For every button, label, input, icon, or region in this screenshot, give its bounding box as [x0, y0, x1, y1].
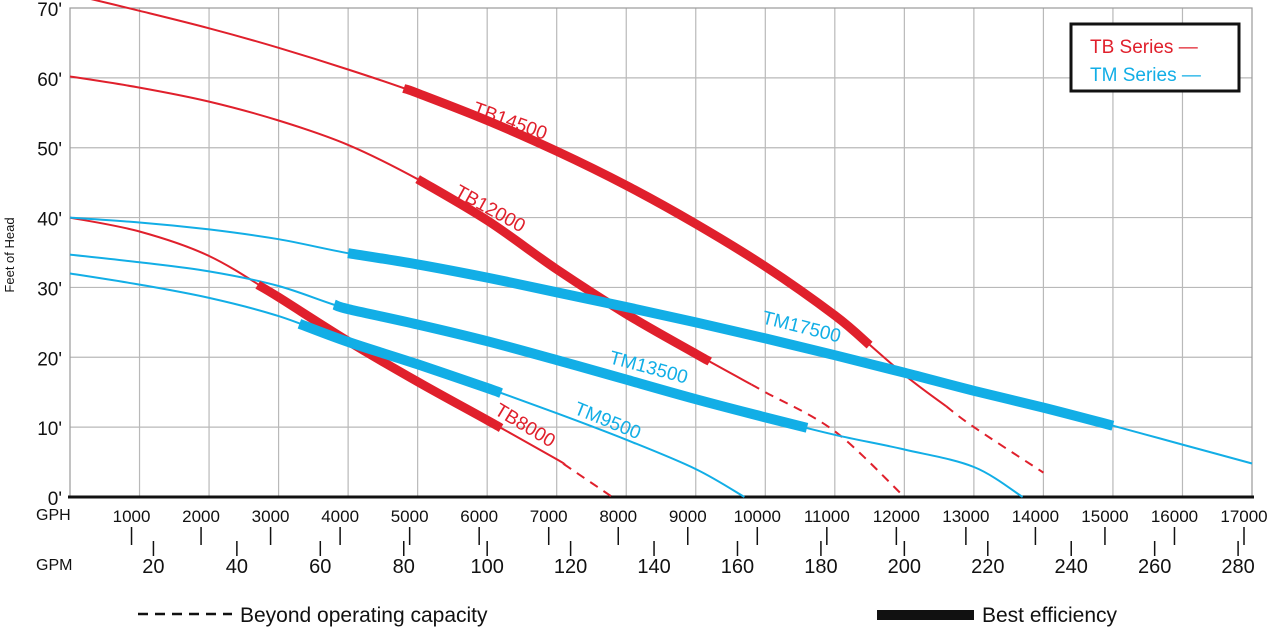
gph-tick-label: 8000	[599, 507, 637, 526]
gph-tick-label: 3000	[252, 507, 290, 526]
gpm-axis: GPM 20 40 60 80 100 120 140 160 180 200 220 240 260 2…	[36, 541, 1255, 578]
curves-best-efficiency	[255, 84, 1115, 433]
series-label-tb14500: TB14500	[470, 99, 550, 145]
gpm-unit-label: GPM	[36, 557, 72, 574]
y-tick-label: 0'	[48, 489, 62, 510]
gpm-tick-label: 180	[804, 556, 837, 578]
gpm-tick-label: 240	[1055, 556, 1088, 578]
gph-tick-label: 5000	[391, 507, 429, 526]
gpm-tick-label: 280	[1221, 556, 1254, 578]
gph-tick-label: 10000	[734, 507, 781, 526]
gph-tick-label: 1000	[113, 507, 151, 526]
curve-tb8000-best-efficiency	[255, 280, 504, 432]
legend-frame	[1069, 22, 1241, 93]
curve-tb8000-beyond-capacity	[563, 463, 613, 498]
plot-area-border	[68, 7, 1254, 499]
curve-tb14500-beyond-capacity	[945, 405, 1044, 474]
y-tick-label: 30'	[37, 279, 62, 300]
gpm-tick-label: 20	[142, 556, 164, 578]
y-tick-label: 40'	[37, 210, 62, 231]
curve-tb12000	[69, 75, 752, 386]
gpm-tick-label: 220	[971, 556, 1004, 578]
series-label-tm9500: TM9500	[571, 399, 643, 445]
gph-tick-label: 17000	[1220, 507, 1267, 526]
gph-tick-label: 14000	[1012, 507, 1059, 526]
gph-tick-label: 11000	[804, 507, 850, 526]
curve-tb12000-beyond-capacity	[750, 383, 906, 498]
gpm-tick-label: 60	[309, 556, 331, 578]
legend-entry: TM Series —	[1090, 65, 1201, 86]
y-axis-tick-labels: 0' 10' 20' 30' 40' 50' 60' 70'	[37, 0, 62, 510]
best-efficiency-label: Best efficiency	[982, 604, 1118, 627]
thick-line-swatch	[877, 610, 974, 620]
legend-entry: TB Series —	[1090, 37, 1198, 58]
y-tick-label: 70'	[37, 0, 62, 21]
gph-tick-label: 15000	[1081, 507, 1128, 526]
beyond-capacity-label: Beyond operating capacity	[240, 604, 488, 627]
curve-tm9500-best-efficiency	[297, 319, 503, 398]
gph-axis: GPH 1000 2000 3000 4000 5000 6000 7000 8000 9000…	[36, 507, 1268, 545]
gph-unit-label: GPH	[36, 507, 71, 524]
curve-tm13500-best-efficiency	[332, 299, 809, 433]
gph-tick-label: 6000	[460, 507, 498, 526]
legend-box: TB Series — TM Series —	[1069, 22, 1241, 93]
gph-tick-label: 2000	[182, 507, 220, 526]
gph-tick-label: 4000	[321, 507, 359, 526]
curve-tb14500-best-efficiency	[402, 84, 873, 349]
gph-tick-label: 16000	[1151, 507, 1198, 526]
gpm-tick-label: 100	[470, 556, 503, 578]
gph-tick-label: 7000	[530, 507, 568, 526]
y-tick-label: 50'	[37, 140, 62, 161]
y-tick-label: 20'	[37, 349, 62, 370]
gpm-tick-label: 200	[888, 556, 921, 578]
y-tick-label: 10'	[37, 419, 62, 440]
gpm-tick-label: 160	[721, 556, 754, 578]
gpm-tick-label: 120	[554, 556, 587, 578]
curve-tm17500-best-efficiency	[347, 248, 1115, 431]
gph-tick-label: 13000	[942, 507, 989, 526]
gpm-tick-label: 40	[226, 556, 248, 578]
y-tick-label: 60'	[37, 70, 62, 91]
gpm-tick-label: 260	[1138, 556, 1171, 578]
curve-tb12000-best-efficiency	[415, 175, 712, 366]
chart-grid	[70, 8, 1252, 497]
bottom-legend: Beyond operating capacity Best efficienc…	[138, 604, 1118, 627]
gph-tick-label: 12000	[873, 507, 920, 526]
y-axis-label: Feet of Head	[2, 217, 17, 292]
gph-tick-label: 9000	[669, 507, 707, 526]
gpm-tick-label: 140	[637, 556, 670, 578]
gpm-tick-label: 80	[393, 556, 415, 578]
